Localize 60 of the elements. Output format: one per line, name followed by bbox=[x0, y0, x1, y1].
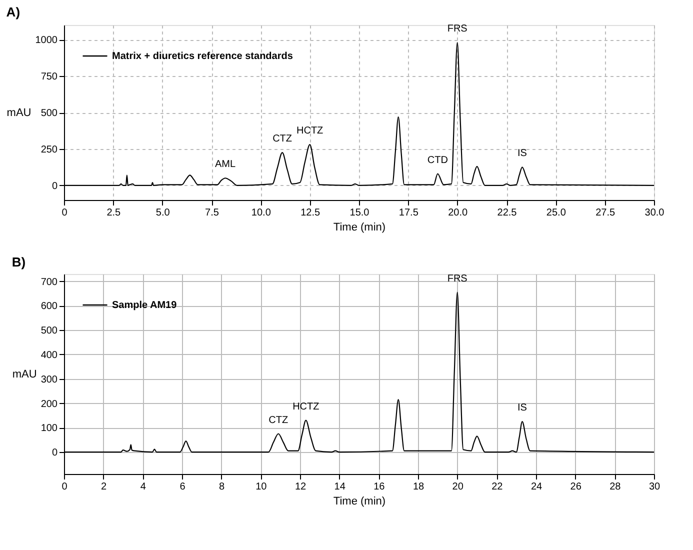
x-tick-label: 2.5 bbox=[106, 208, 122, 218]
y-axis-title: mAU bbox=[6, 107, 32, 119]
annotation: CTD bbox=[427, 154, 448, 166]
y-tick-label: 750 bbox=[40, 72, 58, 83]
x-tick-label: 22.5 bbox=[497, 208, 518, 218]
legend-label: Matrix + diuretics reference standards bbox=[112, 51, 294, 62]
annotation: CTZ bbox=[272, 134, 292, 145]
y-tick-label: 700 bbox=[40, 276, 58, 288]
x-tick-label: 30 bbox=[648, 482, 660, 492]
x-tick-label: 10 bbox=[256, 482, 268, 492]
annotation: AML bbox=[214, 159, 236, 170]
annotation: HCTZ bbox=[296, 126, 324, 137]
x-tick-label: 20.0 bbox=[448, 208, 468, 218]
annotation: IS bbox=[518, 148, 528, 160]
x-tick-label: 2 bbox=[101, 482, 108, 492]
x-tick-label: 0 bbox=[62, 208, 68, 218]
x-tick-label: 26 bbox=[570, 482, 582, 492]
chart-title: A) bbox=[6, 4, 20, 20]
x-axis-title: Time (min) bbox=[333, 222, 386, 234]
y-tick-label: 100 bbox=[40, 423, 58, 434]
x-tick-label: 10.0 bbox=[251, 208, 272, 218]
y-tick-label: 500 bbox=[40, 108, 58, 119]
x-tick-label: 24 bbox=[530, 482, 542, 492]
x-tick-label: 12 bbox=[294, 482, 306, 492]
x-tick-label: 4 bbox=[140, 482, 146, 492]
x-tick-label: 16 bbox=[374, 482, 386, 492]
y-tick-label: 0 bbox=[52, 448, 58, 459]
annotation: FRS bbox=[447, 273, 468, 284]
y-tick-label: 400 bbox=[40, 350, 58, 361]
x-tick-label: 15.0 bbox=[350, 208, 370, 218]
x-tick-label: 8 bbox=[219, 482, 226, 492]
x-tick-label: 22 bbox=[492, 482, 504, 492]
y-tick-label: 600 bbox=[40, 301, 58, 312]
x-tick-label: 5.0 bbox=[156, 208, 170, 218]
y-tick-label: 0 bbox=[52, 180, 58, 192]
x-tick-label: 0 bbox=[62, 482, 68, 492]
x-tick-label: 14 bbox=[334, 482, 346, 492]
x-tick-label: 18 bbox=[412, 482, 424, 492]
x-tick-label: 7.5 bbox=[205, 208, 220, 218]
x-tick-label: 30.0 bbox=[644, 208, 665, 218]
annotation: CTZ bbox=[268, 414, 288, 426]
x-tick-label: 28 bbox=[610, 482, 622, 492]
chart-title: B) bbox=[12, 254, 26, 270]
y-tick-label: 200 bbox=[40, 398, 58, 410]
x-tick-label: 12.5 bbox=[300, 208, 320, 218]
y-tick-label: 500 bbox=[40, 326, 58, 337]
y-axis-title: mAU bbox=[12, 368, 37, 380]
y-tick-label: 1000 bbox=[35, 35, 58, 46]
x-tick-label: 20 bbox=[452, 482, 464, 492]
x-tick-label: 25.0 bbox=[546, 208, 566, 218]
annotation: FRS bbox=[447, 24, 468, 34]
x-tick-label: 17.5 bbox=[398, 208, 419, 218]
x-tick-label: 6 bbox=[180, 482, 186, 492]
y-tick-label: 250 bbox=[40, 144, 58, 156]
x-axis-title: Time (min) bbox=[333, 496, 386, 508]
annotation: IS bbox=[518, 402, 528, 414]
annotation: HCTZ bbox=[292, 401, 320, 412]
legend-label: Sample AM19 bbox=[112, 300, 178, 311]
y-tick-label: 300 bbox=[40, 374, 58, 386]
x-tick-label: 27.5 bbox=[596, 208, 616, 218]
